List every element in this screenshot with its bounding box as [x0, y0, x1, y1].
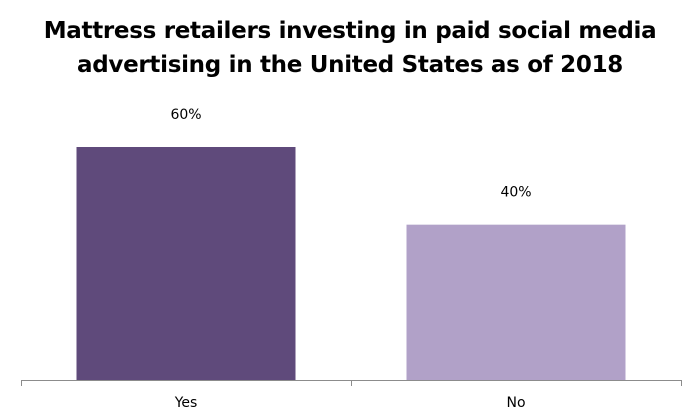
bar-no — [406, 224, 626, 380]
data-label: 60% — [170, 107, 201, 123]
x-tick-label: No — [506, 395, 525, 411]
x-tick-label: Yes — [174, 395, 198, 411]
chart-title-line-2: advertising in the United States as of 2… — [77, 52, 623, 78]
bar-yes — [76, 147, 296, 380]
data-label: 40% — [500, 185, 531, 201]
chart-title-line-1: Mattress retailers investing in paid soc… — [43, 18, 657, 44]
chart-title: Mattress retailers investing in paid soc… — [0, 14, 700, 82]
